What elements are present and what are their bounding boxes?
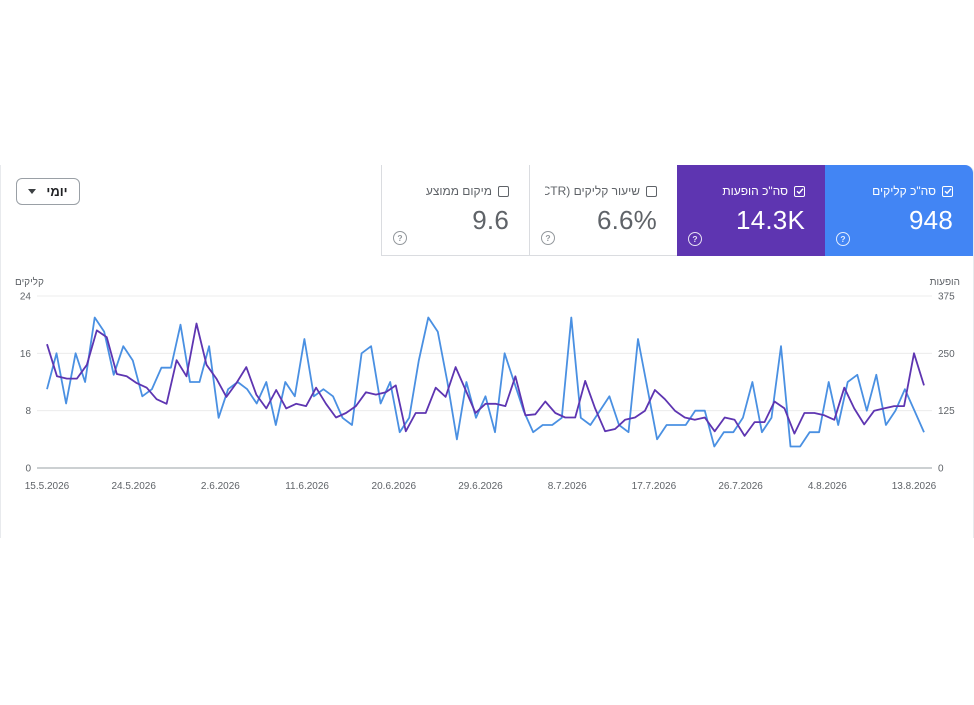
x-tick-label: 13.8.2026: [892, 481, 937, 492]
metric-value: 9.6: [472, 205, 509, 235]
performance-line-chart: 0 8 16 24 0 125 250 375 15.5.2026 24.5.2026 2.6.20…: [20, 292, 955, 493]
left-tick-label: 0: [25, 464, 31, 475]
right-tick-label: 125: [938, 406, 955, 417]
period-dropdown[interactable]: יומי: [16, 178, 80, 205]
x-tick-label: 17.7.2026: [632, 481, 677, 492]
clicks-series-line: [46, 316, 925, 448]
metric-card-header: סה"כ הופעות: [722, 184, 805, 198]
help-circle-icon[interactable]: ?: [836, 232, 850, 246]
impressions-series-line: [46, 322, 925, 437]
metric-card-impressions[interactable]: סה"כ הופעות 14.3K ?: [677, 165, 825, 256]
x-tick-label: 29.6.2026: [458, 481, 503, 492]
metric-card-ctr[interactable]: שיעור קליקים (CTR)... 6.6% ?: [529, 165, 677, 256]
left-tick-label: 16: [20, 349, 32, 360]
metric-value: 14.3K: [736, 205, 805, 235]
x-tick-label: 2.6.2026: [201, 481, 240, 492]
x-tick-label: 24.5.2026: [111, 481, 156, 492]
right-tick-label: 250: [938, 349, 955, 360]
metric-card-clicks[interactable]: סה"כ קליקים 948 ?: [825, 165, 973, 256]
period-dropdown-label: יומי: [46, 184, 68, 199]
x-tick-label: 4.8.2026: [808, 481, 847, 492]
metric-card-header: שיעור קליקים (CTR)...: [545, 184, 657, 198]
x-tick-label: 15.5.2026: [25, 481, 70, 492]
help-circle-icon[interactable]: ?: [688, 232, 702, 246]
help-circle-icon[interactable]: ?: [393, 231, 407, 245]
metric-label: מיקום ממוצע: [425, 184, 492, 198]
metric-card-avg-position[interactable]: מיקום ממוצע 9.6 ?: [381, 165, 529, 256]
left-tick-label: 8: [25, 406, 31, 417]
right-tick-label: 375: [938, 292, 955, 303]
x-tick-label: 20.6.2026: [372, 481, 417, 492]
x-tick-label: 8.7.2026: [548, 481, 587, 492]
metric-card-header: סה"כ קליקים: [872, 184, 953, 198]
metric-label: סה"כ קליקים: [872, 184, 936, 198]
checkbox-checked-icon[interactable]: [794, 185, 805, 197]
checkbox-unchecked-icon[interactable]: [498, 185, 509, 197]
metric-card-header: מיקום ממוצע: [426, 184, 509, 198]
performance-panel: יומי מיקום ממוצע 9.6 ? שיעור קליקים (CTR…: [0, 165, 974, 538]
x-tick-label: 11.6.2026: [285, 481, 329, 492]
right-axis-title: הופעות: [929, 277, 960, 288]
checkbox-unchecked-icon[interactable]: [646, 185, 657, 197]
help-circle-icon[interactable]: ?: [541, 231, 555, 245]
x-tick-label: 26.7.2026: [718, 481, 763, 492]
checkbox-checked-icon[interactable]: [942, 185, 953, 197]
chevron-down-icon: [28, 189, 37, 194]
metric-value: 6.6%: [596, 205, 657, 235]
metric-cards: מיקום ממוצע 9.6 ? שיעור קליקים (CTR)... …: [381, 165, 974, 256]
right-tick-label: 0: [938, 464, 944, 475]
metric-label: סה"כ הופעות: [722, 184, 788, 198]
left-axis-title: קליקים: [15, 277, 44, 288]
metric-label: שיעור קליקים (CTR)...: [545, 184, 640, 198]
left-tick-label: 24: [20, 292, 32, 303]
metric-value: 948: [909, 205, 953, 235]
